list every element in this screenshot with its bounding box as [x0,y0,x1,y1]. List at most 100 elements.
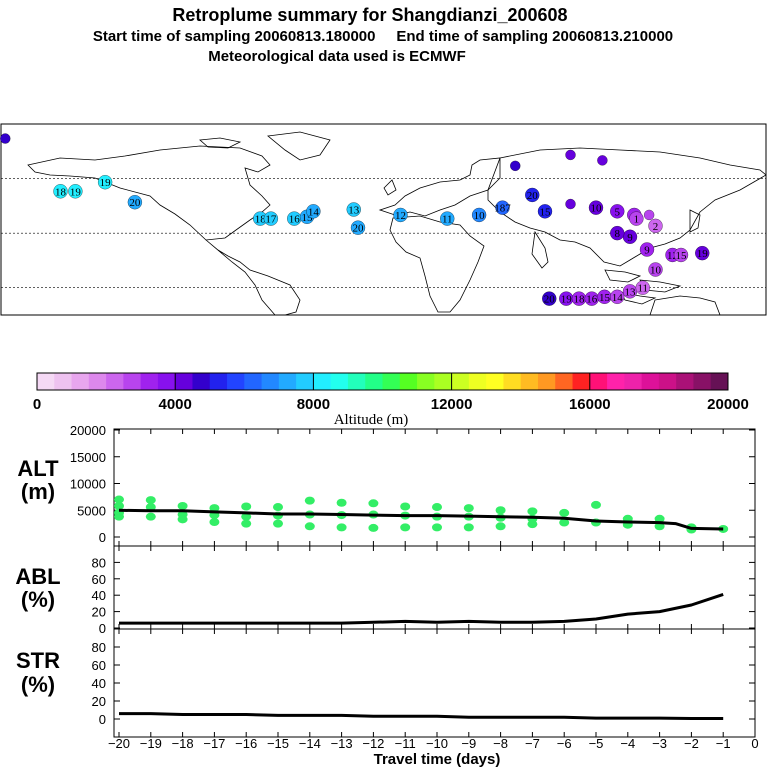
y-tick-label: 60 [92,658,106,673]
cluster-label: 15 [302,212,314,224]
colorbar-cell [658,373,677,390]
alt-panel: 0 5000 10000 15000 20000 [70,423,756,546]
str-panel: 0 20 40 60 80 [92,629,756,737]
x-tick-label: −7 [525,736,540,751]
alt-scatter-point [591,500,601,509]
cluster-marker [648,262,663,277]
map-panel: 1819192018171615141320121110187201510542… [0,123,767,316]
x-tick-label: −9 [461,736,476,751]
x-tick-label: −12 [362,736,384,751]
cluster-marker [440,211,455,226]
colorbar-cell [209,373,228,390]
abl-panel-line [119,592,724,625]
cluster-label: 14 [612,292,624,304]
colorbar-cell [330,373,349,390]
cluster-marker [346,202,361,217]
cluster-marker [97,175,113,190]
cluster-label: 20 [544,294,556,306]
x-axis: −20 −19 −18 −17 −16 −15 −14 −13 −12 −11 −10 −9 −8 −7−… [108,736,759,751]
alt-scatter-point [145,496,156,505]
cluster-marker [510,160,521,171]
y-tick-label: 10000 [70,477,106,492]
alt-scatter-point [432,523,442,532]
cluster-marker [597,155,608,166]
colorbar-cell [520,373,539,390]
y-tick-label: 5000 [77,503,106,518]
x-axis-label: Travel time (days) [374,751,501,768]
plots-frame [113,428,756,738]
alt-scatter-point [114,501,124,510]
cluster-marker [350,220,366,235]
alt-scatter-point [304,496,315,505]
y-tick-label: 0 [99,712,106,727]
cluster-label: 12 [395,210,406,222]
x-tick-label: −14 [299,736,321,751]
str-panel-label: STR [16,648,60,673]
cluster-label: 19 [100,177,112,189]
alt-scatter-point [209,504,220,513]
alt-scatter-point [145,503,156,512]
met-data-note: Meteorological data used is ECMWF [208,48,466,65]
alt-scatter-point [273,503,283,512]
alt-scatter-point [368,523,379,532]
alt-scatter-point [400,523,411,532]
colorbar-cell [624,373,643,390]
cluster-label: 20 [527,190,539,202]
colorbar-cell [192,373,211,390]
cluster-label: 20 [353,223,365,235]
cluster-label: 19 [70,186,82,198]
cluster-label: 15 [676,250,688,262]
x-tick-label: −16 [235,736,257,751]
cluster-marker [565,198,576,210]
colorbar-cell [71,373,90,390]
cluster-marker [648,218,663,234]
alt-scatter-point [495,506,506,515]
alt-scatter-point [241,502,252,511]
colorbar-cell [175,373,193,390]
cluster-marker [635,280,650,295]
y-tick-label: 20000 [70,423,106,438]
colorbar-cell [555,373,574,390]
cluster-label: 9 [644,245,650,257]
abl-panel-unit: (%) [21,587,55,612]
cluster-label: 12 [667,250,678,262]
cluster-marker [565,149,576,161]
cluster-marker [525,187,540,203]
alt-scatter-point [400,502,411,511]
str-panel-unit: (%) [21,672,55,697]
colorbar-cell [123,373,142,390]
x-tick-label: −8 [493,736,508,751]
x-tick-label: −13 [331,736,353,751]
alt-panel-label: ALT [17,456,59,481]
alt-scatter-point [654,514,665,523]
colorbar-cell [106,373,124,390]
colorbar-cell [261,373,280,390]
cluster-label: 9 [627,232,633,244]
x-tick-label: −10 [426,736,448,751]
cluster-label: 18 [574,294,586,306]
x-tick-label: −1 [716,736,731,751]
colorbar-cell [417,373,435,390]
cluster-marker [537,204,553,219]
x-tick-label: −4 [620,736,635,751]
colorbar-cell [451,373,470,390]
colorbar-cell [227,373,245,390]
cluster-marker [393,207,408,223]
cluster-label: 15 [540,206,552,218]
sampling-times: Start time of sampling 20060813.180000 E… [93,28,673,45]
x-tick-label: −3 [652,736,667,751]
cluster-marker [127,195,143,210]
colorbar-cell [88,373,107,390]
alt-scatter-point [559,518,570,527]
cluster-label: 15 [599,292,611,304]
altitude-colorbar: 0 4000 8000 12000 16000 20000 Altitude (m) [33,372,749,428]
cluster-label: 13 [625,286,637,298]
colorbar-cell [296,373,314,390]
alt-scatter-point [559,508,570,517]
x-tick-label: −15 [267,736,289,751]
cluster-label: 8 [615,228,621,240]
cluster-marker [68,184,83,199]
cluster-label: 5 [615,206,621,218]
y-tick-label: 40 [92,588,106,603]
cluster-marker [610,289,625,304]
